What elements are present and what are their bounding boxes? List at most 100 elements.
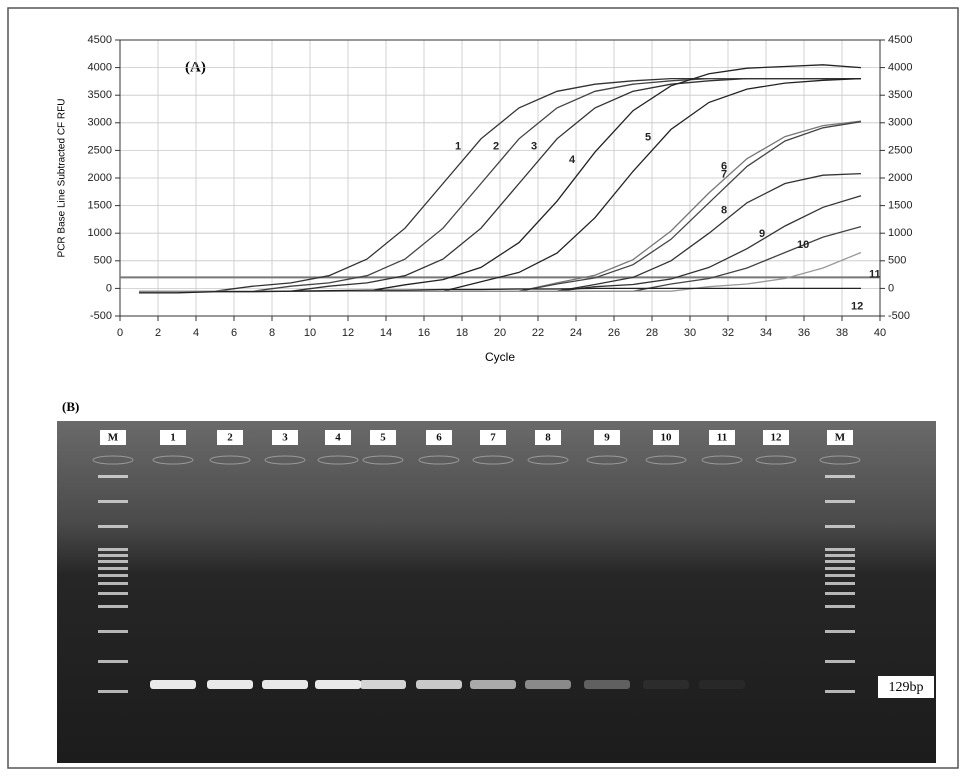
- x-tick-label: 40: [874, 327, 886, 339]
- lane-label: 9: [604, 432, 610, 444]
- lane-label: M: [108, 432, 119, 444]
- y-tick-label: -500: [90, 310, 112, 322]
- x-tick-label: 18: [456, 327, 468, 339]
- ladder-band: [825, 574, 855, 577]
- x-tick-label: 10: [304, 327, 316, 339]
- y-tick-label: 1500: [88, 200, 112, 212]
- x-axis-label: Cycle: [485, 350, 515, 364]
- pcr-band: [150, 680, 196, 689]
- x-tick-label: 28: [646, 327, 658, 339]
- ladder-band: [98, 690, 128, 693]
- y2-tick-label: 0: [888, 282, 894, 294]
- pcr-band: [315, 680, 361, 689]
- x-tick-label: 36: [798, 327, 810, 339]
- pcr-band: [470, 680, 516, 689]
- y2-tick-label: 3500: [888, 89, 912, 101]
- y-tick-label: 4500: [88, 34, 112, 46]
- y-tick-label: 0: [106, 282, 112, 294]
- ladder-band: [98, 560, 128, 563]
- lane-label: 4: [335, 432, 341, 444]
- lane-label: 12: [771, 432, 783, 444]
- curve-label: 12: [851, 300, 863, 312]
- ladder-band: [825, 660, 855, 663]
- y2-tick-label: 3000: [888, 117, 912, 129]
- curve-label: 10: [797, 239, 809, 251]
- lane-label: M: [835, 432, 846, 444]
- y-tick-label: 500: [94, 255, 112, 267]
- x-tick-label: 22: [532, 327, 544, 339]
- ladder-band: [98, 582, 128, 585]
- y2-tick-label: 4000: [888, 62, 912, 74]
- y2-tick-label: -500: [888, 310, 910, 322]
- curve-label: 7: [721, 168, 727, 180]
- ladder-band: [98, 554, 128, 557]
- pcr-band: [699, 680, 745, 689]
- curve-label: 4: [569, 154, 576, 166]
- lane-label: 2: [227, 432, 233, 444]
- x-tick-label: 38: [836, 327, 848, 339]
- ladder-band: [98, 660, 128, 663]
- pcr-band: [584, 680, 630, 689]
- ladder-band: [98, 605, 128, 608]
- curve-label: 11: [869, 268, 881, 280]
- ladder-band: [825, 554, 855, 557]
- x-tick-label: 30: [684, 327, 696, 339]
- ladder-band: [825, 592, 855, 595]
- ladder-band: [825, 605, 855, 608]
- y-tick-label: 1000: [88, 227, 112, 239]
- ladder-band: [98, 592, 128, 595]
- ladder-band: [825, 567, 855, 570]
- y-tick-label: 4000: [88, 62, 112, 74]
- y2-tick-label: 4500: [888, 34, 912, 46]
- y2-tick-label: 1000: [888, 227, 912, 239]
- ladder-band: [825, 525, 855, 528]
- y-tick-label: 3000: [88, 117, 112, 129]
- x-tick-label: 24: [570, 327, 582, 339]
- x-tick-label: 4: [193, 327, 199, 339]
- x-tick-label: 2: [155, 327, 161, 339]
- ladder-band: [98, 630, 128, 633]
- x-tick-label: 20: [494, 327, 506, 339]
- ladder-band: [98, 567, 128, 570]
- x-tick-label: 12: [342, 327, 354, 339]
- curve-label: 8: [721, 205, 727, 217]
- y2-tick-label: 1500: [888, 200, 912, 212]
- x-tick-label: 0: [117, 327, 123, 339]
- y-tick-label: 2000: [88, 172, 112, 184]
- x-tick-label: 32: [722, 327, 734, 339]
- ladder-band: [825, 560, 855, 563]
- panel-b-title: (B): [62, 399, 79, 414]
- ladder-band: [98, 574, 128, 577]
- ladder-band: [825, 690, 855, 693]
- x-tick-label: 6: [231, 327, 237, 339]
- y2-tick-label: 2000: [888, 172, 912, 184]
- x-tick-label: 8: [269, 327, 275, 339]
- ladder-band: [825, 475, 855, 478]
- curve-label: 3: [531, 141, 537, 153]
- lane-label: 6: [436, 432, 442, 444]
- ladder-band: [825, 548, 855, 551]
- pcr-band: [643, 680, 689, 689]
- y2-tick-label: 500: [888, 255, 906, 267]
- pcr-band: [262, 680, 308, 689]
- ladder-band: [825, 630, 855, 633]
- lane-label: 7: [490, 432, 496, 444]
- y-tick-label: 3500: [88, 89, 112, 101]
- lane-label: 10: [661, 432, 673, 444]
- ladder-band: [98, 475, 128, 478]
- pcr-band: [360, 680, 406, 689]
- band-label: 129bp: [889, 680, 924, 695]
- x-tick-label: 34: [760, 327, 772, 339]
- pcr-band: [416, 680, 462, 689]
- y2-tick-label: 2500: [888, 144, 912, 156]
- lane-label: 3: [282, 432, 288, 444]
- curve-label: 5: [645, 131, 651, 143]
- ladder-band: [98, 500, 128, 503]
- gel-image: [57, 421, 936, 763]
- ladder-band: [825, 500, 855, 503]
- ladder-band: [98, 525, 128, 528]
- ladder-band: [825, 582, 855, 585]
- curve-label: 1: [455, 141, 461, 153]
- lane-label: 5: [380, 432, 386, 444]
